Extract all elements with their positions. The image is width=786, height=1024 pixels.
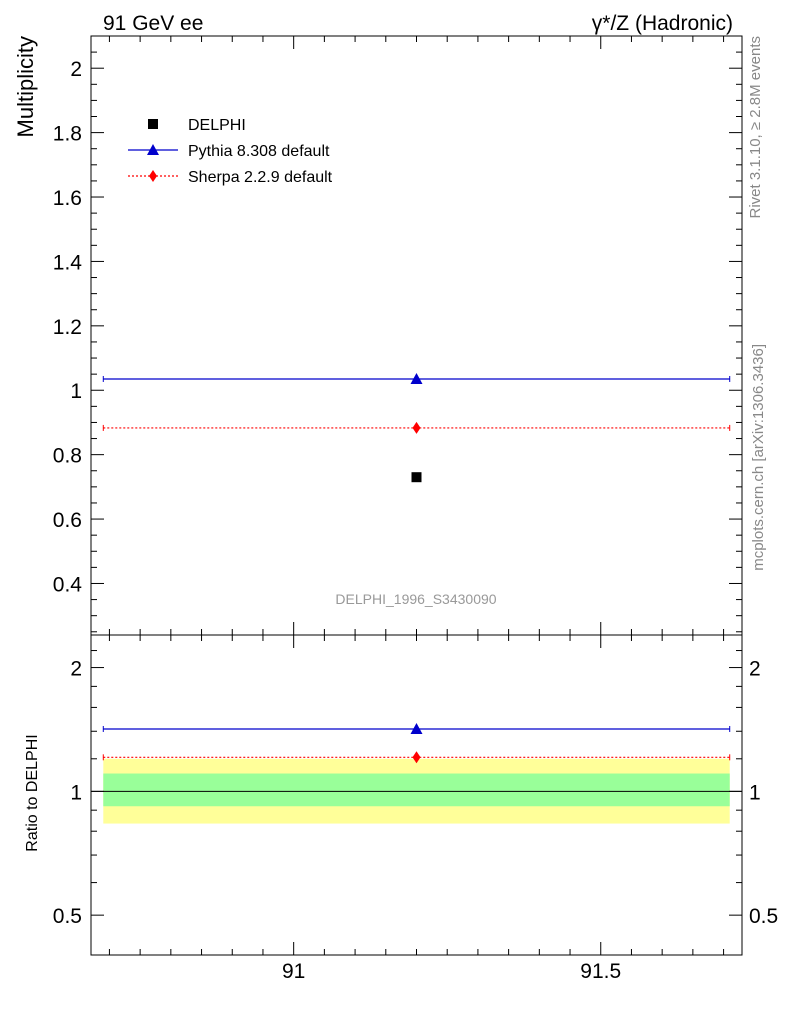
main-series-1-point bbox=[410, 372, 423, 384]
mcplots-side-label: mcplots.cern.ch [arXiv:1306.3436] bbox=[750, 344, 767, 571]
legend-marker bbox=[147, 144, 159, 155]
main-y-tick-label: 0.8 bbox=[53, 445, 82, 468]
ratio-y-tick-label-left: 0.5 bbox=[53, 905, 82, 928]
main-y-tick-label: 2 bbox=[70, 58, 82, 81]
ratio-y-tick-label-right: 2 bbox=[749, 658, 761, 681]
legend-marker bbox=[148, 119, 158, 129]
main-y-tick-label: 1.4 bbox=[53, 251, 83, 274]
header-right-label: γ*/Z (Hadronic) bbox=[592, 12, 733, 35]
ratio-y-tick-label-right: 0.5 bbox=[749, 905, 778, 928]
legend-label: DELPHI bbox=[188, 117, 246, 134]
legend-marker bbox=[149, 170, 157, 182]
x-tick-label: 91 bbox=[282, 960, 305, 983]
main-y-tick-label: 0.4 bbox=[53, 573, 83, 596]
main-y-tick-label: 1.6 bbox=[53, 187, 82, 210]
legend-label: Pythia 8.308 default bbox=[188, 143, 330, 160]
ratio-series-1-point bbox=[412, 751, 421, 764]
analysis-watermark: DELPHI_1996_S3430090 bbox=[335, 591, 496, 607]
uncertainty-band-1 bbox=[103, 773, 730, 807]
main-y-tick-label: 1.2 bbox=[53, 316, 82, 339]
header-left-label: 91 GeV ee bbox=[103, 12, 203, 35]
main-y-tick-label: 1.8 bbox=[53, 123, 82, 146]
ratio-series-0-point bbox=[410, 722, 423, 734]
main-y-tick-label: 1 bbox=[70, 380, 82, 403]
rivet-side-label: Rivet 3.1.10, ≥ 2.8M events bbox=[747, 36, 764, 219]
main-series-2-point bbox=[412, 421, 421, 434]
legend-label: Sherpa 2.2.9 default bbox=[188, 169, 333, 186]
main-y-axis-label: Multiplicity bbox=[13, 36, 38, 137]
main-y-tick-label: 0.6 bbox=[53, 509, 82, 532]
ratio-y-axis-label: Ratio to DELPHI bbox=[24, 734, 41, 851]
ratio-y-tick-label-left: 1 bbox=[70, 781, 82, 804]
ratio-y-tick-label-left: 2 bbox=[70, 658, 82, 681]
ratio-y-tick-label-right: 1 bbox=[749, 781, 761, 804]
x-tick-label: 91.5 bbox=[580, 960, 621, 983]
main-series-0-point bbox=[411, 472, 422, 483]
